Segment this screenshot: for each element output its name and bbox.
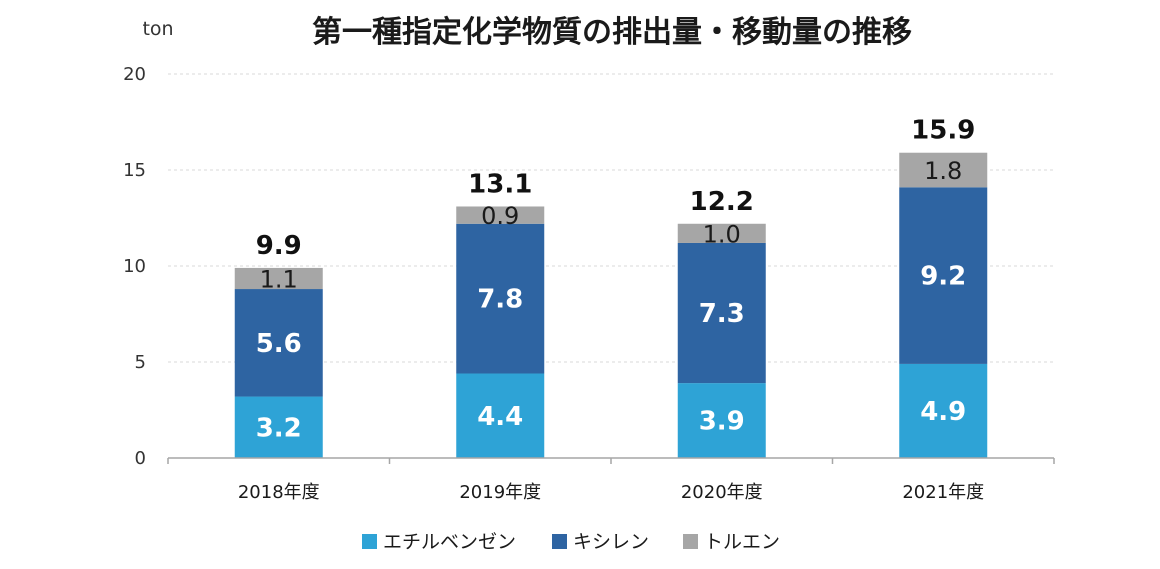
segment-value-label: 7.8 (477, 285, 523, 315)
axes: 0 5 10 15 20 2018年度 2019年度 2020年度 2021年度 (123, 64, 1055, 503)
segment-value-label: 4.9 (920, 397, 966, 427)
data-labels: 3.2 5.6 1.1 9.9 4.4 7.8 0.9 13.1 3.9 7.3 1.0 12.2 4.… (256, 116, 976, 444)
legend: エチルベンゼン キシレン トルエン (362, 531, 780, 553)
bar-segment (456, 223, 545, 374)
y-tick-label: 20 (123, 64, 146, 85)
y-tick-label: 10 (123, 256, 146, 277)
legend-swatch (683, 534, 698, 549)
legend-label: トルエン (704, 531, 780, 553)
x-tick-label: 2021年度 (902, 482, 984, 503)
segment-value-label: 1.1 (260, 265, 298, 293)
x-tick-label: 2019年度 (459, 482, 541, 503)
bar-segment (677, 242, 766, 384)
bar-segment (899, 152, 988, 188)
segment-value-label: 0.9 (481, 202, 519, 230)
x-tick-label: 2018年度 (238, 482, 320, 503)
segment-value-label: 9.2 (920, 262, 966, 292)
legend-label: エチルベンゼン (383, 531, 516, 553)
y-axis-unit-label: ton (142, 18, 173, 40)
total-value-label: 9.9 (256, 231, 302, 261)
bar-segment (677, 223, 766, 243)
bar-segment (234, 396, 323, 458)
bar-segment (456, 206, 545, 224)
legend-label: キシレン (573, 531, 649, 553)
bar-segment (899, 363, 988, 458)
bar-segment (234, 267, 323, 290)
segment-value-label: 5.6 (256, 329, 302, 359)
y-tick-label: 5 (135, 352, 146, 373)
chart-title: 第一種指定化学物質の排出量・移動量の推移 (312, 15, 912, 50)
bars (234, 152, 988, 458)
bar-segment (456, 373, 545, 458)
legend-swatch (362, 534, 377, 549)
bar-segment (234, 289, 323, 397)
y-tick-label: 0 (135, 448, 146, 469)
legend-swatch (552, 534, 567, 549)
segment-value-label: 3.2 (256, 413, 302, 443)
segment-value-label: 1.8 (924, 157, 962, 185)
total-value-label: 13.1 (468, 169, 532, 199)
segment-value-label: 4.4 (477, 402, 523, 432)
x-tick-label: 2020年度 (681, 482, 763, 503)
y-tick-label: 15 (123, 160, 146, 181)
bar-segment (899, 187, 988, 364)
segment-value-label: 7.3 (699, 299, 745, 329)
bar-segment (677, 383, 766, 458)
segment-value-label: 3.9 (699, 407, 745, 437)
segment-value-label: 1.0 (703, 220, 741, 248)
total-value-label: 15.9 (911, 116, 975, 146)
total-value-label: 12.2 (690, 187, 754, 217)
